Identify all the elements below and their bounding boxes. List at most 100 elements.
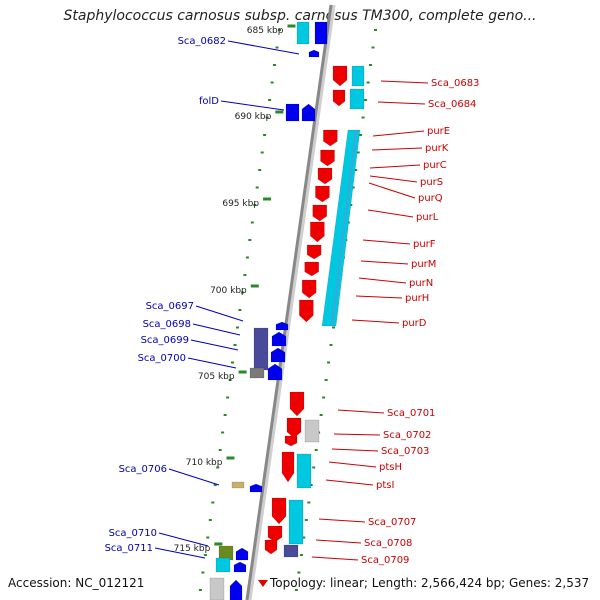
gene-reverse-arrow	[332, 65, 348, 87]
outer-tick-dot-right	[332, 326, 335, 329]
gene-label-sca_0708: Sca_0708	[364, 538, 412, 549]
outer-tick-dot-right	[299, 554, 303, 556]
label-leader-line	[369, 164, 421, 169]
label-leader-line	[192, 323, 241, 336]
outer-tick-dot-right	[366, 81, 370, 84]
gene-reverse-arrow	[289, 391, 305, 417]
outer-tick-dot-right	[361, 116, 365, 119]
gene-label-purh: purH	[405, 293, 429, 304]
backbone-shadow	[246, 4, 336, 600]
gene-reverse-arrow	[332, 89, 346, 107]
gene-label-sca_0703: Sca_0703	[381, 446, 429, 457]
outer-tick-dot-left	[255, 186, 259, 189]
backbone-line	[245, 4, 333, 600]
label-leader-line	[355, 295, 403, 299]
label-leader-line	[220, 100, 285, 111]
label-leader-line	[195, 305, 244, 322]
gene-label-purn: purN	[409, 278, 433, 289]
gene-label-sca_0683: Sca_0683	[431, 78, 479, 89]
gene-forward-block	[283, 544, 299, 558]
outer-tick-dot-left	[206, 536, 210, 539]
label-leader-line	[337, 409, 385, 414]
outer-tick-dot-right	[364, 99, 368, 101]
outer-tick-dot-left	[211, 501, 215, 504]
gene-label-fold: folD	[199, 96, 219, 107]
label-leader-line	[369, 175, 418, 183]
gene-forward-arrow	[267, 363, 283, 381]
gene-reverse-arrow	[310, 221, 325, 243]
gene-label-sca_0701: Sca_0701	[387, 408, 435, 419]
gene-label-ptsh: ptsH	[379, 462, 402, 473]
gene-label-purk: purK	[425, 143, 449, 154]
gene-reverse-arrow	[306, 244, 322, 260]
outer-tick-dot-left	[268, 99, 272, 101]
outer-tick-dot-right	[369, 64, 372, 66]
scale-tick-label: 715 kbp	[174, 544, 211, 554]
outer-tick-dot-left	[253, 204, 257, 206]
gene-reverse-arrow	[299, 299, 314, 323]
label-leader-line	[227, 40, 300, 55]
outer-tick-dot-left	[208, 519, 212, 521]
outer-tick-dot-right	[359, 134, 363, 136]
gene-label-purm: purM	[411, 259, 436, 270]
outer-tick-dot-left	[278, 29, 281, 31]
outer-tick-dot-left	[258, 169, 262, 171]
outer-tick-dot-left	[250, 221, 254, 224]
outer-tick-dot-left	[216, 466, 220, 469]
outer-tick-dot-left	[236, 326, 239, 329]
gene-forward-block	[253, 327, 269, 371]
outer-tick-dot-left	[231, 361, 234, 364]
gene-label-sca_0709: Sca_0709	[361, 555, 409, 566]
gene-forward-arrow	[271, 331, 287, 347]
gene-label-sca_0707: Sca_0707	[368, 517, 416, 528]
gene-cds-block	[349, 88, 365, 110]
gene-label-sca_0702: Sca_0702	[383, 430, 431, 441]
gene-label-purq: purQ	[418, 193, 443, 204]
label-leader-line	[325, 479, 374, 486]
gene-label-purd: purD	[402, 318, 427, 329]
label-leader-line	[371, 147, 423, 151]
outer-tick-dot-left	[273, 64, 276, 66]
gene-other-block	[231, 481, 245, 489]
label-leader-line	[315, 539, 362, 544]
scale-tick-label: 690 kbp	[235, 112, 272, 122]
gene-forward-arrow	[235, 547, 249, 561]
outer-tick-dot-right	[351, 186, 355, 189]
scale-tick-label: 700 kbp	[210, 286, 247, 296]
gene-label-sca_0697: Sca_0697	[146, 301, 194, 312]
gene-forward-block	[285, 103, 300, 122]
outer-tick-dot-left	[245, 256, 249, 259]
gene-reverse-arrow	[320, 149, 335, 167]
gene-label-sca_0682: Sca_0682	[178, 36, 226, 47]
gene-reverse-arrow	[301, 279, 317, 299]
outer-tick-dot-left	[233, 344, 237, 346]
gene-label-sca_0711: Sca_0711	[105, 543, 153, 554]
gene-reverse-arrow	[312, 204, 328, 222]
gene-label-sca_0684: Sca_0684	[428, 99, 476, 110]
label-leader-line	[362, 239, 411, 245]
gene-label-purs: purS	[420, 177, 443, 188]
label-leader-line	[328, 461, 377, 468]
outer-tick-dot-right	[324, 379, 328, 381]
outer-tick-dot-right	[297, 571, 301, 574]
outer-tick-dot-right	[302, 536, 306, 539]
outer-tick-dot-left	[240, 291, 244, 294]
label-leader-line	[158, 532, 209, 547]
scale-tick-label: 685 kbp	[247, 26, 284, 36]
page-title: Staphylococcus carnosus subsp. carnosus …	[63, 8, 537, 24]
outer-tick-dot-left	[221, 431, 225, 434]
gene-other-block	[249, 367, 265, 379]
outer-tick-dot-left	[270, 81, 274, 84]
outer-tick-dot-left	[228, 379, 232, 381]
outer-tick-dot-right	[327, 361, 330, 364]
gene-forward-block	[314, 21, 328, 45]
outer-tick-dot-right	[307, 501, 311, 504]
outer-tick-dot-left	[238, 309, 242, 311]
label-leader-line	[168, 468, 220, 486]
label-leader-line	[360, 260, 409, 265]
gene-reverse-arrow	[304, 261, 319, 277]
gene-other-block	[209, 577, 225, 600]
gene-label-purc: purC	[423, 160, 447, 171]
outer-tick-dot-right	[329, 344, 333, 346]
gene-cds-band-edge	[331, 129, 357, 327]
